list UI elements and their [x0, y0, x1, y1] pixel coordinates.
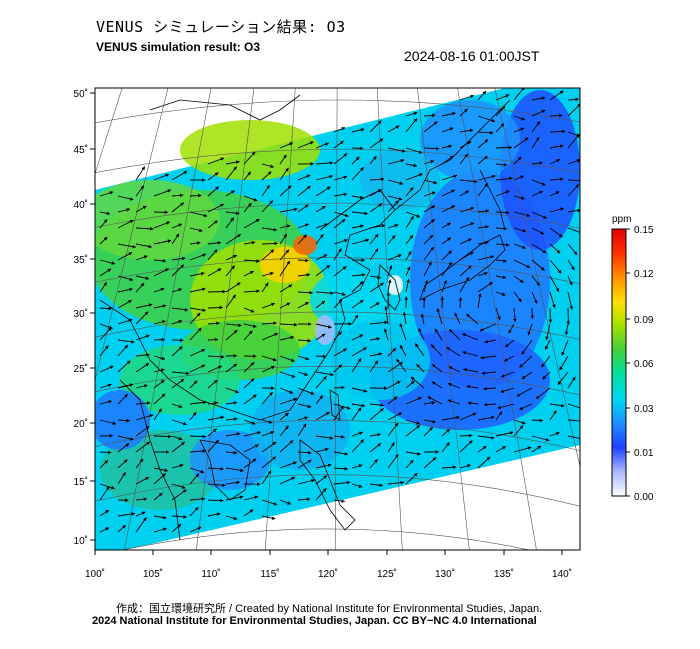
colorbar-scale — [611, 228, 627, 497]
colorbar-unit: ppm — [612, 214, 631, 225]
lat-label: 15˚ — [74, 476, 88, 488]
map-plot-area — [95, 88, 580, 550]
lon-label: 110˚ — [201, 568, 220, 580]
axis-labels: 50˚ 45˚ 40˚ 35˚ 30˚ 25˚ 20˚ 15˚ 10˚ 100˚ 105˚ 110˚ 1… — [74, 88, 572, 580]
lon-label: 125˚ — [377, 568, 397, 580]
wind-vectors — [99, 88, 580, 533]
colorbar-tick-label: 0.06 — [634, 359, 654, 370]
colorbar-tick-label: 0.09 — [634, 315, 654, 326]
credit-line: 作成：国立環境研究所 / Created by National Institu… — [116, 603, 543, 615]
lon-label: 120˚ — [318, 568, 338, 580]
map-frame — [94, 87, 581, 551]
timestamp: 2024-08-16 01:00JST — [404, 48, 540, 64]
lon-label: 100˚ — [85, 568, 105, 580]
lat-label: 20˚ — [74, 418, 88, 430]
title-english: VENUS simulation result: O3 — [96, 40, 261, 54]
lon-label: 115˚ — [260, 568, 279, 580]
graticule — [95, 88, 580, 550]
lat-label: 10˚ — [74, 535, 88, 547]
lat-label: 25˚ — [74, 363, 88, 375]
lat-label: 30˚ — [74, 308, 88, 320]
lon-label: 105˚ — [143, 568, 163, 580]
colorbar-tick-label: 0.03 — [634, 404, 654, 415]
lat-label: 45˚ — [74, 144, 88, 156]
colorbar-tick-label: 0.12 — [634, 269, 654, 280]
lat-label: 50˚ — [74, 88, 88, 100]
colorbar-tick-label: 0.01 — [634, 448, 654, 459]
ozone-map: 50˚ 45˚ 40˚ 35˚ 30˚ 25˚ 20˚ 15˚ 10˚ 100˚ 105˚ 110˚ 1… — [74, 87, 654, 580]
lon-label: 140˚ — [552, 568, 572, 580]
colorbar-tick-label: 0.15 — [634, 225, 654, 236]
lat-label: 40˚ — [74, 199, 88, 211]
lat-label: 35˚ — [74, 254, 88, 266]
lon-label: 130˚ — [435, 568, 455, 580]
colorbar: ppm 0.15 0.12 0.09 0.06 0.03 0.01 0.00 — [611, 214, 654, 503]
title-japanese: VENUS シミュレーション結果: O3 — [96, 18, 346, 36]
colorbar-tick-label: 0.00 — [634, 492, 654, 503]
colorbar-ticks: 0.15 0.12 0.09 0.06 0.03 0.01 0.00 — [626, 225, 654, 503]
copyright-line: 2024 National Institute for Environmenta… — [92, 615, 537, 627]
lon-label: 135˚ — [494, 568, 514, 580]
